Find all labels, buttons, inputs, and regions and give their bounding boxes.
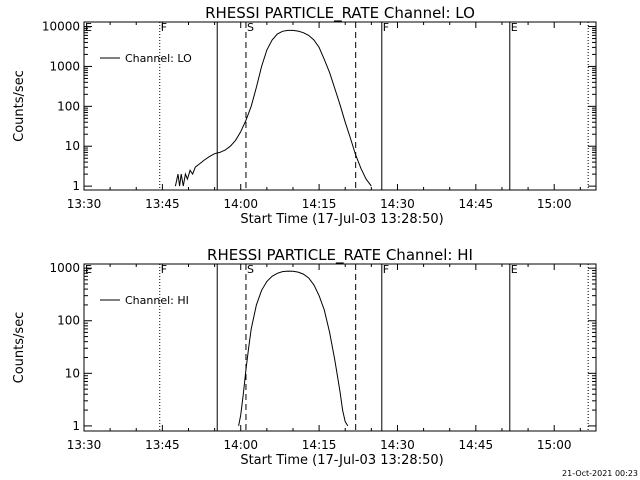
event-marker-label: S	[247, 21, 254, 34]
chart-panel-hi: RHESSI PARTICLE_RATE Channel: HI 13:30 13:…	[12, 246, 597, 468]
y-axis-label: Counts/sec	[12, 70, 27, 142]
event-marker-label: E	[85, 21, 92, 34]
legend-label: Channel: HI	[125, 294, 189, 307]
x-tick-label: 14:30	[380, 197, 415, 211]
x-tick-label: 14:45	[459, 197, 494, 211]
event-marker-label: F	[161, 263, 167, 276]
x-tick-label: 14:00	[223, 197, 258, 211]
x-tick-label: 14:30	[380, 438, 415, 452]
event-marker-label: F	[161, 21, 167, 34]
series-line	[238, 270, 349, 427]
chart-title: RHESSI PARTICLE_RATE Channel: HI	[207, 246, 473, 265]
x-tick-label: 15:00	[537, 438, 572, 452]
x-tick-label: 14:00	[223, 438, 258, 452]
y-tick-label: 10000	[42, 20, 80, 34]
event-marker-label: E	[511, 263, 518, 276]
event-marker-label: E	[511, 21, 518, 34]
x-tick-label: 13:45	[145, 197, 180, 211]
chart-title: RHESSI PARTICLE_RATE Channel: LO	[205, 4, 475, 23]
event-marker-label: F	[383, 263, 389, 276]
x-axis-label: Start Time (17-Jul-03 13:28:50)	[240, 453, 443, 468]
plot-frame	[83, 263, 597, 432]
y-tick-label: 100	[57, 314, 80, 328]
event-marker-label: E	[85, 263, 92, 276]
series-line	[174, 29, 372, 187]
x-axis-label: Start Time (17-Jul-03 13:28:50)	[240, 212, 443, 227]
event-marker-label: F	[383, 21, 389, 34]
chart-panel-lo: RHESSI PARTICLE_RATE Channel: LO 13:30 13:…	[12, 4, 597, 227]
y-tick-label: 10	[65, 139, 80, 153]
y-tick-label: 1	[72, 179, 80, 193]
x-tick-label: 13:45	[145, 438, 180, 452]
y-tick-label: 100	[57, 99, 80, 113]
y-tick-label: 1000	[49, 59, 80, 73]
y-tick-label: 10	[65, 366, 80, 380]
footer-timestamp: 21-Oct-2021 00:23	[562, 469, 638, 478]
x-tick-label: 14:45	[459, 438, 494, 452]
x-tick-label: 14:15	[302, 197, 337, 211]
y-axis-label: Counts/sec	[12, 312, 27, 384]
legend-label: Channel: LO	[125, 52, 192, 65]
x-tick-label: 13:30	[67, 197, 102, 211]
x-tick-label: 15:00	[537, 197, 572, 211]
x-tick-label: 14:15	[302, 438, 337, 452]
y-tick-label: 1	[72, 419, 80, 433]
x-tick-label: 13:30	[67, 438, 102, 452]
event-marker-label: S	[247, 263, 254, 276]
y-tick-label: 1000	[49, 261, 80, 275]
